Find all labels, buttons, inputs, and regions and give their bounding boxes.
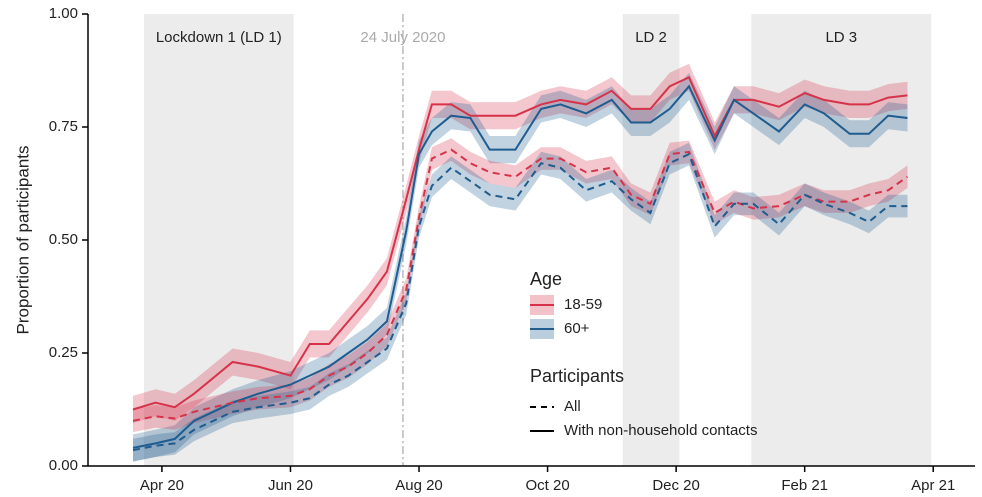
y-tick-label: 1.00 xyxy=(49,5,78,22)
x-tick-label: Apr 21 xyxy=(911,477,955,494)
confidence-band xyxy=(133,63,908,424)
series-line xyxy=(132,84,908,449)
legend-title: Age xyxy=(530,269,562,289)
confidence-band xyxy=(133,142,908,462)
x-tick-label: Apr 20 xyxy=(140,477,184,494)
legend-label: With non-household contacts xyxy=(564,422,757,439)
x-tick-label: Jun 20 xyxy=(268,477,313,494)
period-label: LD 3 xyxy=(825,29,857,46)
series-line xyxy=(132,75,908,411)
x-tick-label: Aug 20 xyxy=(395,477,443,494)
x-tick-label: Oct 20 xyxy=(525,477,569,494)
x-tick-label: Dec 20 xyxy=(652,477,700,494)
legend-label: All xyxy=(564,398,581,415)
marker-label: 24 July 2020 xyxy=(360,29,445,46)
period-label: LD 2 xyxy=(635,29,667,46)
period-shade xyxy=(751,14,932,466)
period-label: Lockdown 1 (LD 1) xyxy=(156,29,282,46)
y-tick-label: 0.25 xyxy=(49,344,78,361)
confidence-band xyxy=(133,72,908,462)
legend-label: 18-59 xyxy=(564,296,602,313)
y-tick-label: 0.50 xyxy=(49,231,78,248)
legend-title: Participants xyxy=(530,366,624,386)
series-line xyxy=(132,148,909,422)
confidence-band xyxy=(133,138,908,433)
y-axis-label: Proportion of participants xyxy=(13,146,32,335)
y-tick-label: 0.00 xyxy=(49,457,78,474)
legend-label: 60+ xyxy=(564,320,590,337)
period-shade xyxy=(622,14,680,466)
y-tick-label: 0.75 xyxy=(49,118,78,135)
x-tick-label: Feb 21 xyxy=(781,477,828,494)
